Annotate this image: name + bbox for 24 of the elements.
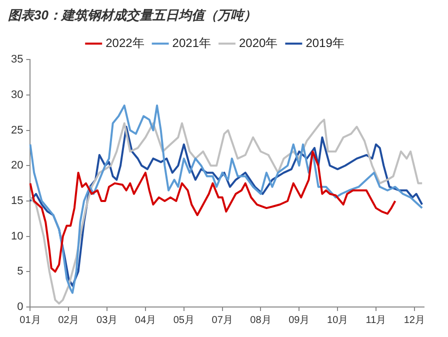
chart-title: 图表30：建筑钢材成交量五日均值（万吨） — [8, 7, 256, 22]
y-tick-label: 10 — [10, 230, 24, 242]
x-tick-label: 10月 — [327, 314, 348, 326]
legend-label: 2019年 — [306, 36, 344, 50]
x-tick-label: 02月 — [58, 314, 80, 326]
legend-label: 2022年 — [106, 36, 144, 50]
x-tick-label: 09月 — [288, 314, 310, 326]
legend-label: 2020年 — [239, 36, 278, 50]
y-tick-label: 15 — [10, 195, 24, 208]
x-tick-label: 12月 — [404, 314, 425, 326]
y-tick-label: 0 — [17, 301, 24, 314]
x-tick-label: 05月 — [173, 314, 194, 326]
x-tick-label: 11月 — [366, 314, 386, 326]
x-tick-label: 08月 — [250, 314, 272, 326]
y-tick-label: 30 — [10, 88, 24, 101]
x-tick-label: 01月 — [20, 314, 41, 326]
y-tick-label: 35 — [10, 54, 24, 66]
x-tick-label: 07月 — [212, 314, 233, 326]
x-tick-label: 04月 — [134, 314, 156, 326]
y-tick-label: 25 — [10, 124, 24, 136]
y-tick-label: 20 — [10, 160, 24, 172]
y-tick-label: 5 — [17, 266, 24, 278]
x-tick-label: 03月 — [96, 314, 118, 326]
legend-label: 2021年 — [172, 36, 212, 50]
